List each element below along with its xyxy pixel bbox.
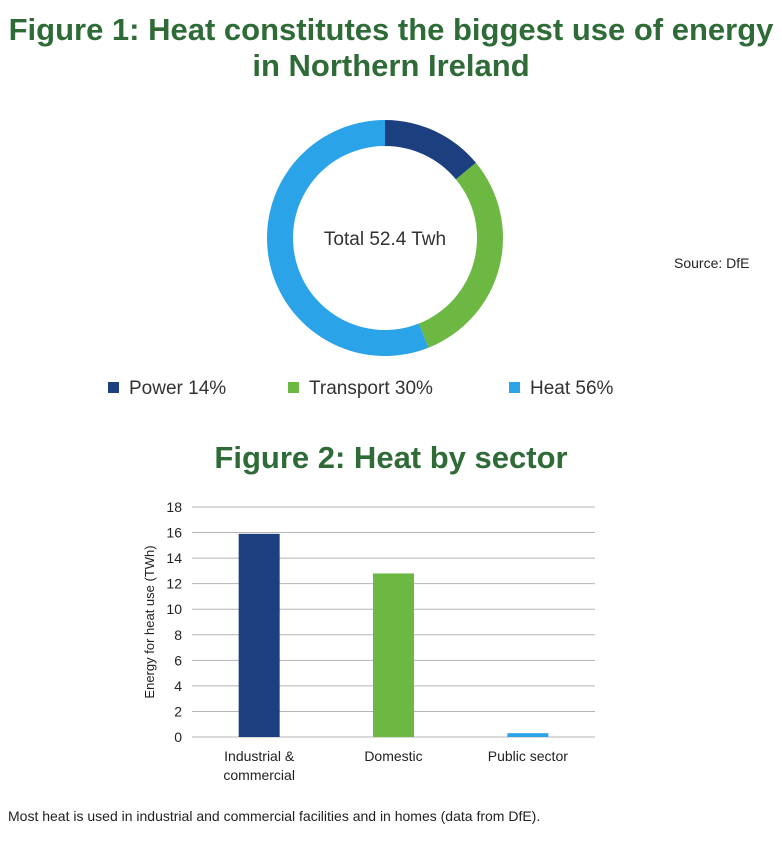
y-tick-label: 2 bbox=[174, 703, 182, 719]
donut-center-label: Total 52.4 Twh bbox=[324, 229, 446, 250]
x-tick-label: Public sector bbox=[488, 748, 568, 764]
y-tick-label: 18 bbox=[166, 499, 182, 515]
bar-y-axis-label: Energy for heat use (TWh) bbox=[142, 545, 157, 698]
donut-chart: Total 52.4 Twh bbox=[267, 120, 503, 356]
legend-label-power: Power 14% bbox=[129, 378, 227, 399]
legend-item-heat: Heat 56% bbox=[509, 376, 613, 402]
figure2-title: Figure 2: Heat by sector bbox=[214, 440, 568, 475]
donut-slice-transport bbox=[418, 162, 503, 348]
x-tick-label: Industrial & commercial bbox=[223, 748, 295, 783]
donut-slice-power bbox=[385, 120, 476, 180]
y-tick-label: 14 bbox=[166, 550, 182, 566]
source-note: Source: DfE bbox=[674, 255, 750, 271]
y-tick-label: 12 bbox=[166, 576, 182, 592]
donut-legend: Power 14% Transport 30% Heat 56% bbox=[0, 376, 782, 402]
bar-domestic bbox=[373, 573, 414, 737]
figure1-title: Figure 1: Heat constitutes the biggest u… bbox=[8, 12, 774, 83]
y-tick-label: 4 bbox=[174, 678, 182, 694]
bar-y-tick-labels: 0 2 4 6 8 10 12 14 16 18 bbox=[166, 499, 182, 745]
y-tick-label: 0 bbox=[174, 729, 182, 745]
y-tick-label: 10 bbox=[166, 601, 182, 617]
legend-item-power: Power 14% bbox=[108, 376, 226, 402]
bar-bars bbox=[238, 533, 549, 737]
y-tick-label: 6 bbox=[174, 652, 182, 668]
legend-swatch-power bbox=[108, 382, 119, 393]
donut-slices bbox=[267, 120, 503, 356]
y-tick-label: 8 bbox=[174, 627, 182, 643]
donut-slice-heat bbox=[267, 120, 429, 356]
legend-swatch-transport bbox=[288, 382, 299, 393]
x-tick-label: Domestic bbox=[364, 748, 422, 764]
legend-label-heat: Heat 56% bbox=[530, 378, 614, 399]
bar-chart: 0 2 4 6 8 10 12 14 16 18 Industrial & commercial Do… bbox=[142, 499, 595, 783]
legend-label-transport: Transport 30% bbox=[309, 378, 433, 399]
figure-caption: Most heat is used in industrial and comm… bbox=[8, 808, 541, 824]
bar-x-tick-labels: Industrial & commercial Domestic Public sec… bbox=[223, 748, 568, 783]
legend-swatch-heat bbox=[509, 382, 520, 393]
bar-industrial-commercial bbox=[238, 533, 280, 737]
y-tick-label: 16 bbox=[166, 525, 182, 541]
legend-item-transport: Transport 30% bbox=[288, 376, 433, 402]
bar-public-sector bbox=[507, 733, 549, 737]
